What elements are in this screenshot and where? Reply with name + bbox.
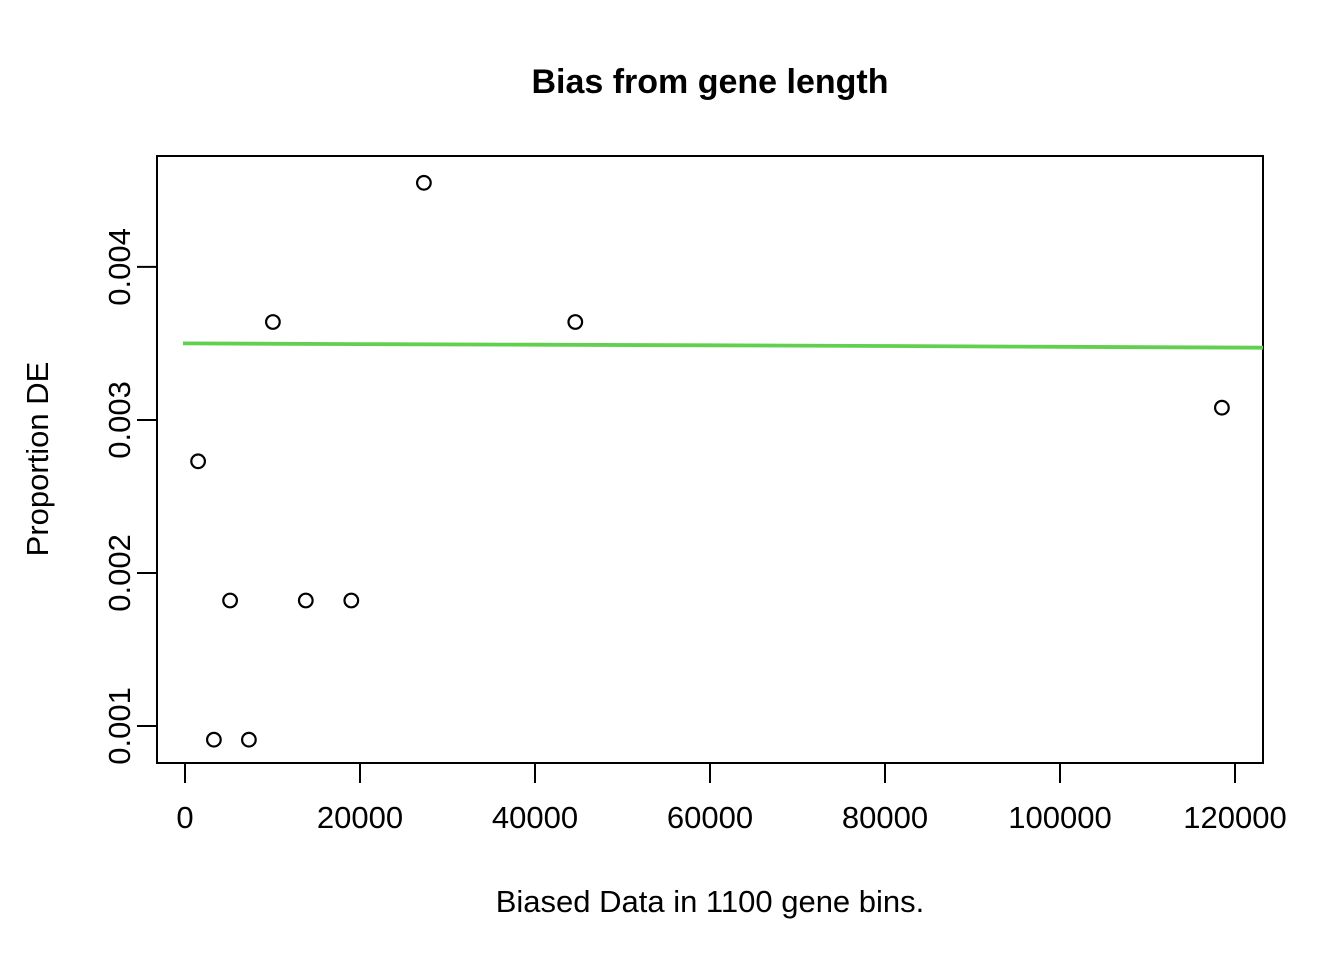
x-tick-label: 60000 <box>667 800 753 835</box>
fit-line <box>182 341 1264 350</box>
x-tick-label: 40000 <box>492 800 578 835</box>
x-tick-label: 100000 <box>1008 800 1111 835</box>
x-axis-label: Biased Data in 1100 gene bins. <box>496 884 925 919</box>
data-point-circle <box>205 731 222 748</box>
y-tick-label: 0.003 <box>102 381 137 459</box>
data-point-circle <box>416 174 432 191</box>
x-tick-label: 20000 <box>317 800 403 835</box>
data-point-circle <box>190 453 207 470</box>
chart-title: Bias from gene length <box>531 63 888 101</box>
trend-line <box>182 341 1264 350</box>
y-tick-label: 0.004 <box>102 228 137 306</box>
data-point-circle <box>1213 399 1230 416</box>
data-point-circle <box>222 592 239 609</box>
data-point-circle <box>567 314 584 330</box>
data-points <box>190 174 1230 748</box>
x-tick-label: 120000 <box>1183 800 1286 835</box>
data-point-circle <box>240 731 257 748</box>
x-tick-label: 0 <box>176 800 193 835</box>
data-point-circle <box>297 592 314 609</box>
plot-border <box>156 155 1264 764</box>
y-tick-label: 0.002 <box>102 534 137 612</box>
y-tick-label: 0.001 <box>102 687 137 765</box>
data-point-circle <box>265 314 281 330</box>
y-axis-label: Proportion DE <box>20 362 55 557</box>
x-tick-label: 80000 <box>842 800 928 835</box>
x-axis: 0 20000 40000 60000 80000 100000 120000 <box>176 763 1287 835</box>
y-axis: 0.001 0.002 0.003 0.004 <box>102 228 157 765</box>
data-point-circle <box>343 592 360 609</box>
